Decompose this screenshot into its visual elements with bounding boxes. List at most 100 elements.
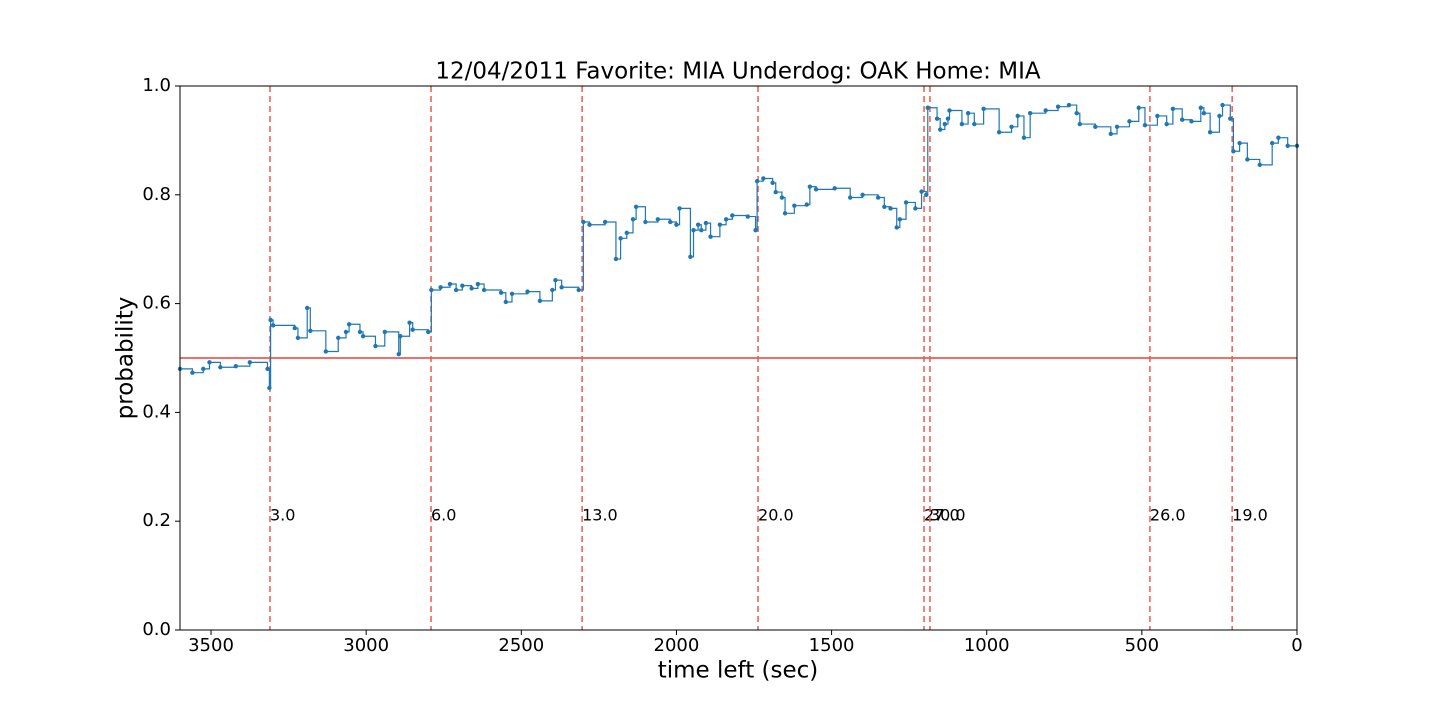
data-point (247, 360, 253, 365)
data-point (305, 305, 310, 311)
data-point (1142, 122, 1148, 128)
data-point (1201, 111, 1207, 116)
data-point (207, 360, 212, 365)
data-point (1164, 121, 1169, 127)
x-tick-label: 3000 (343, 635, 389, 656)
data-point (695, 222, 701, 227)
data-point (1228, 116, 1233, 121)
data-point (469, 286, 474, 291)
data-point (832, 186, 837, 191)
data-point (903, 200, 909, 205)
data-point (655, 217, 661, 222)
data-point (1189, 119, 1194, 124)
data-point (1015, 113, 1020, 119)
data-point (525, 289, 530, 294)
x-tick-label: 2000 (654, 635, 700, 656)
data-point (860, 192, 865, 197)
data-point (677, 206, 682, 211)
data-point (1170, 106, 1176, 112)
data-point (1231, 149, 1236, 154)
data-point (265, 366, 270, 372)
data-point (357, 329, 363, 335)
data-point (1179, 117, 1185, 122)
data-point (1009, 124, 1014, 129)
data-point (688, 254, 693, 260)
data-point (475, 281, 481, 287)
data-point (643, 219, 648, 225)
data-point (1114, 124, 1120, 129)
data-point (753, 227, 758, 233)
data-point (779, 195, 785, 200)
data-point (981, 106, 986, 112)
data-point (913, 206, 918, 211)
data-point (295, 335, 301, 341)
data-point (498, 290, 504, 295)
data-point (1220, 102, 1225, 108)
data-point (268, 317, 273, 323)
data-point (875, 195, 881, 200)
data-point (447, 281, 453, 287)
data-point (668, 219, 673, 225)
data-point (945, 116, 951, 121)
x-tick-label: 3500 (188, 635, 234, 656)
data-point (481, 287, 487, 293)
data-point (1108, 131, 1114, 137)
event-label: 13.0 (582, 506, 618, 525)
data-point (674, 222, 679, 227)
data-point (972, 121, 977, 127)
data-point (723, 217, 729, 222)
data-point (550, 287, 555, 293)
data-point (270, 323, 276, 328)
data-point (947, 108, 952, 113)
data-point (996, 130, 1002, 135)
data-point (360, 334, 366, 339)
chart-title: 12/04/2011 Favorite: MIA Underdog: OAK H… (435, 59, 1040, 85)
data-point (717, 222, 723, 227)
data-point (691, 227, 696, 233)
data-point (453, 287, 459, 293)
y-tick-label: 1.0 (142, 75, 171, 96)
data-point (1276, 135, 1281, 140)
data-point (630, 217, 636, 222)
event-label: 26.0 (1150, 506, 1186, 525)
data-point (438, 285, 443, 290)
data-point (1207, 130, 1213, 135)
data-point (576, 287, 581, 293)
x-tick-label: 500 (1125, 635, 1159, 656)
data-point (1074, 111, 1079, 116)
data-point (965, 111, 971, 116)
data-point (1055, 104, 1061, 109)
data-point (1237, 140, 1242, 146)
data-point (460, 283, 465, 288)
event-label: 30.0 (930, 506, 966, 525)
data-point (343, 329, 349, 335)
data-point (537, 298, 543, 304)
data-point (633, 204, 639, 209)
data-point (308, 328, 313, 333)
data-point (924, 192, 929, 197)
data-point (770, 180, 775, 186)
data-point (897, 217, 903, 222)
data-point (761, 176, 766, 181)
data-point (792, 203, 797, 208)
data-point (894, 225, 899, 230)
data-point (1093, 124, 1098, 129)
data-point (925, 105, 930, 110)
y-tick-label: 0.2 (142, 510, 171, 531)
data-point (730, 213, 735, 218)
data-point (613, 256, 619, 262)
data-point (201, 366, 206, 372)
data-point (813, 187, 819, 192)
x-tick-label: 0 (1291, 635, 1302, 656)
plot-frame (179, 85, 1298, 631)
data-point (754, 179, 760, 184)
data-point (703, 220, 709, 226)
data-point (807, 184, 813, 189)
data-point (919, 189, 924, 194)
x-tick-label: 1500 (809, 635, 855, 656)
x-tick-label: 2500 (498, 635, 544, 656)
data-point (503, 299, 508, 305)
data-point (382, 329, 387, 335)
data-point (745, 214, 751, 219)
data-point (618, 236, 623, 241)
